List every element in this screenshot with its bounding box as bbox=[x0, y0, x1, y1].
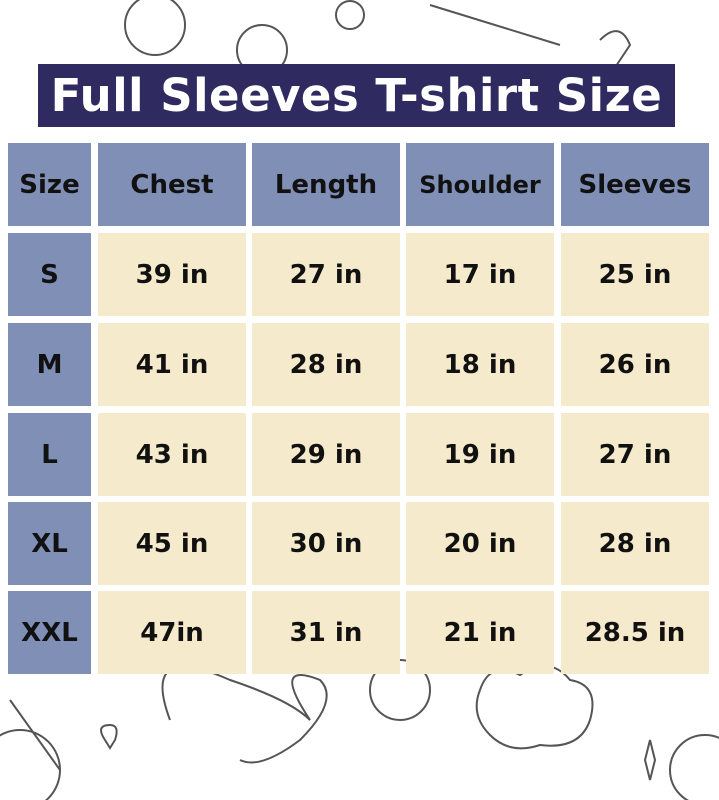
measurement-cell: 28 in bbox=[252, 323, 400, 406]
measurement-cell: 39 in bbox=[98, 233, 246, 316]
measurement-cell: 28 in bbox=[561, 502, 709, 585]
measurement-cell: 18 in bbox=[406, 323, 554, 406]
sheep-icon bbox=[475, 665, 594, 750]
header-cell: Chest bbox=[98, 143, 246, 226]
measurement-cell: 29 in bbox=[252, 413, 400, 496]
measurement-cell: 21 in bbox=[406, 591, 554, 674]
size-label-cell: S bbox=[8, 233, 91, 316]
needle-icon bbox=[9, 699, 61, 771]
heart-icon bbox=[100, 723, 118, 750]
measurement-cell: 27 in bbox=[252, 233, 400, 316]
measurement-cell: 19 in bbox=[406, 413, 554, 496]
header-cell: Size bbox=[8, 143, 91, 226]
measurement-cell: 17 in bbox=[406, 233, 554, 316]
size-label-cell: XL bbox=[8, 502, 91, 585]
button-icon bbox=[335, 0, 365, 30]
measurement-cell: 30 in bbox=[252, 502, 400, 585]
measurement-cell: 45 in bbox=[98, 502, 246, 585]
measurement-cell: 47in bbox=[98, 591, 246, 674]
yarn-ball-icon bbox=[124, 0, 186, 56]
yarn-heart-icon bbox=[161, 665, 328, 764]
header-cell: Shoulder bbox=[406, 143, 554, 226]
measurement-cell: 20 in bbox=[406, 502, 554, 585]
measurement-cell: 25 in bbox=[561, 233, 709, 316]
size-label-cell: M bbox=[8, 323, 91, 406]
measurement-cell: 31 in bbox=[252, 591, 400, 674]
yarn-ball-icon bbox=[669, 734, 719, 800]
page-title: Full Sleeves T-shirt Size bbox=[38, 64, 675, 127]
size-label-cell: XXL bbox=[8, 591, 91, 674]
measurement-cell: 27 in bbox=[561, 413, 709, 496]
measurement-cell: 28.5 in bbox=[561, 591, 709, 674]
size-label-cell: L bbox=[8, 413, 91, 496]
measurement-cell: 41 in bbox=[98, 323, 246, 406]
safety-pin-icon bbox=[589, 30, 632, 106]
measurement-cell: 43 in bbox=[98, 413, 246, 496]
button-icon bbox=[369, 659, 431, 721]
measurement-cell: 26 in bbox=[561, 323, 709, 406]
sparkle-icon bbox=[643, 739, 657, 781]
yarn-ball-icon bbox=[0, 729, 61, 800]
header-cell: Length bbox=[252, 143, 400, 226]
needle-icon bbox=[429, 4, 561, 46]
header-cell: Sleeves bbox=[561, 143, 709, 226]
